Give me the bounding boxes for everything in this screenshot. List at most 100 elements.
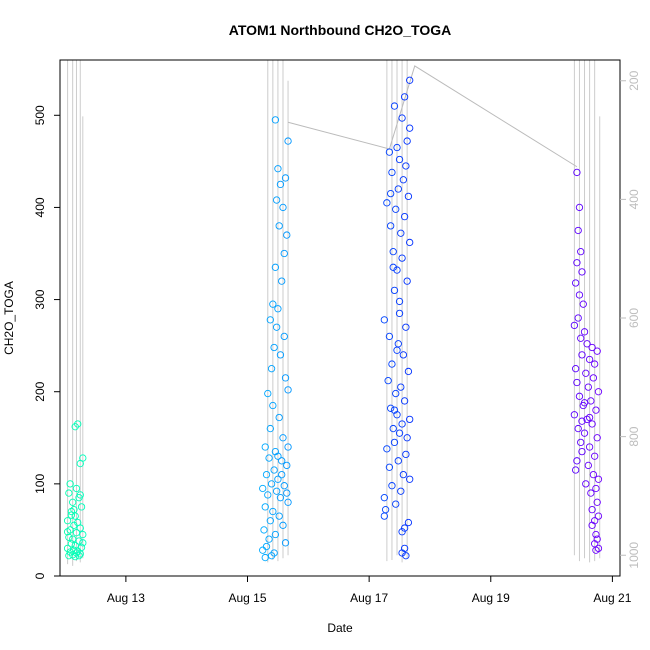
y2-tick-label: 600 (627, 308, 641, 328)
data-point (280, 332, 288, 341)
data-point (587, 397, 595, 405)
data-point (283, 489, 291, 497)
data-point (387, 189, 395, 198)
x-tick-label: Aug 17 (350, 591, 388, 605)
data-point (266, 517, 274, 525)
data-point (399, 351, 407, 359)
data-point (403, 137, 411, 145)
data-point (266, 316, 274, 324)
data-point (66, 480, 74, 488)
data-point (594, 512, 603, 520)
data-point (400, 397, 409, 405)
data-point (261, 553, 269, 562)
data-point (278, 277, 286, 285)
x-tick-label: Aug 21 (593, 591, 631, 605)
data-point (76, 491, 84, 499)
x-tick-label: Aug 15 (228, 591, 266, 605)
data-point (392, 500, 400, 508)
data-point (67, 540, 76, 548)
data-point (79, 539, 87, 547)
data-point (390, 438, 399, 447)
data-point (593, 347, 601, 355)
data-point (402, 162, 410, 170)
data-point (266, 424, 274, 433)
data-point (276, 351, 285, 359)
data-point (587, 489, 595, 497)
data-point (573, 259, 581, 267)
data-point (273, 323, 281, 331)
data-point (389, 424, 397, 433)
data-point (392, 205, 400, 213)
x-axis-label: Date (327, 621, 353, 635)
data-point (573, 168, 581, 177)
data-point (269, 401, 277, 410)
data-point (395, 429, 404, 437)
data-point (589, 374, 598, 382)
data-point (404, 518, 413, 527)
data-point (394, 185, 402, 193)
data-point (395, 297, 404, 306)
data-point (593, 434, 601, 442)
data-point (279, 434, 287, 442)
data-point (77, 543, 86, 552)
data-point (79, 530, 87, 539)
data-point (404, 192, 413, 201)
data-point (380, 494, 388, 502)
data-point (591, 452, 599, 460)
data-point (279, 521, 287, 529)
data-point (403, 434, 411, 442)
data-point (384, 377, 392, 385)
data-point (585, 443, 594, 451)
data-point (400, 212, 409, 221)
y-tick-label: 400 (33, 197, 47, 217)
data-point (271, 530, 280, 539)
data-point (394, 340, 402, 348)
transit-lines (287, 65, 578, 168)
data-point (65, 489, 73, 497)
y-tick-label: 300 (33, 289, 47, 309)
data-point (264, 491, 272, 499)
x-axis: Aug 13 Aug 15 Aug 17 Aug 19 Aug 21 (107, 576, 632, 605)
data-point (72, 484, 81, 493)
data-point (572, 365, 580, 373)
y-tick-label: 100 (33, 474, 47, 494)
chart-title: ATOM1 Northbound CH2O_TOGA (229, 22, 451, 38)
data-point (76, 524, 84, 532)
y2-tick-label: 800 (627, 426, 641, 446)
data-point (578, 351, 586, 359)
data-point (383, 199, 391, 207)
data-point (63, 528, 72, 536)
data-point (574, 226, 582, 235)
data-point (588, 343, 596, 352)
data-point (403, 277, 411, 285)
data-point (579, 300, 587, 308)
data-point (389, 248, 397, 256)
data-point (262, 470, 271, 479)
data-point (578, 268, 586, 276)
data-point (269, 507, 277, 516)
y-tick-label: 200 (33, 381, 47, 401)
data-point (589, 470, 598, 479)
data-point (284, 386, 292, 394)
data-point (393, 143, 401, 152)
data-point (575, 291, 584, 299)
data-point (582, 369, 590, 377)
data-point (383, 445, 391, 453)
data-point (577, 438, 585, 447)
data-point (280, 249, 288, 258)
data-point (260, 526, 268, 534)
data-point (283, 461, 291, 470)
data-point (588, 420, 596, 428)
data-point (380, 316, 388, 324)
data-point (575, 392, 584, 400)
data-point (283, 231, 291, 239)
data-point (388, 482, 396, 490)
data-point (388, 360, 396, 368)
plot-frame (59, 59, 621, 577)
data-point (574, 424, 582, 433)
data-point (280, 482, 288, 490)
data-points (63, 76, 603, 562)
data-point (400, 524, 409, 532)
data-point (390, 102, 399, 110)
data-point (402, 450, 410, 459)
